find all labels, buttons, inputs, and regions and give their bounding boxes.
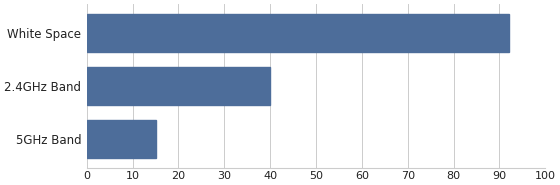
Bar	[87, 14, 508, 52]
Bar	[87, 120, 156, 158]
Bar	[87, 67, 270, 105]
